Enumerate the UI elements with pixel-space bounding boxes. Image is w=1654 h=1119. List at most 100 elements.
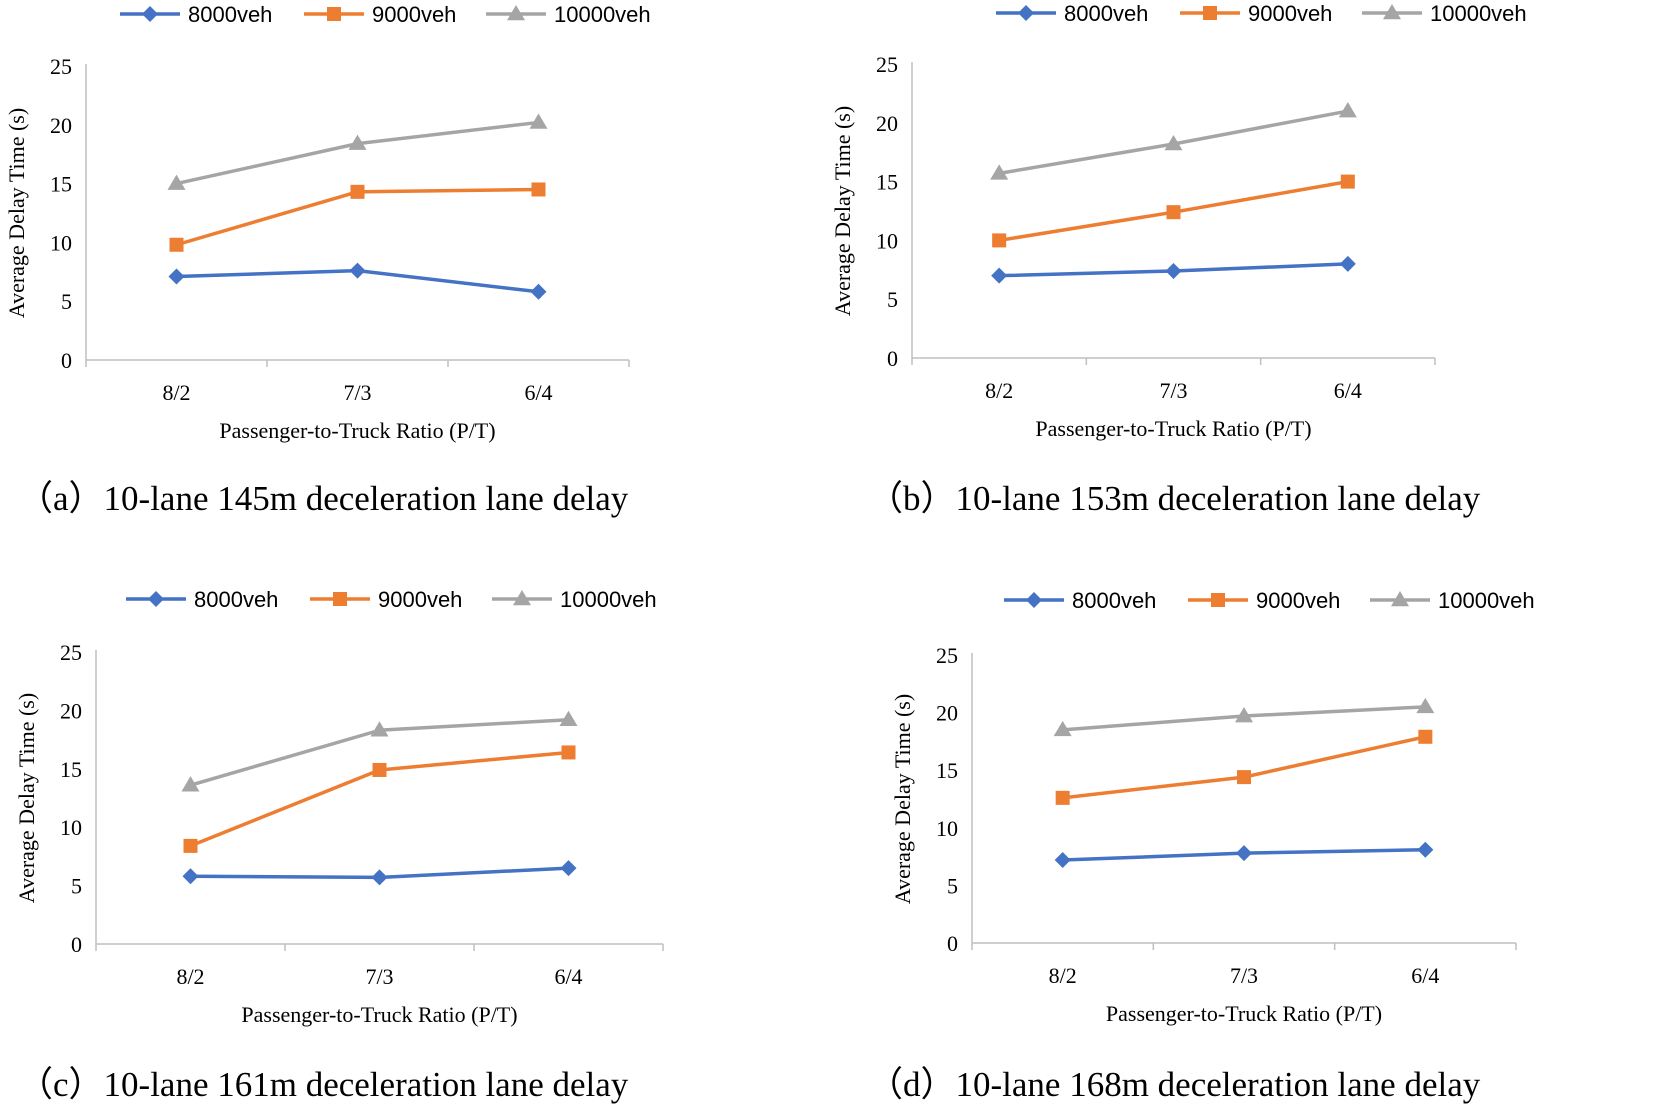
data-point-9000veh (1418, 729, 1433, 744)
y-tick-label: 5 (71, 874, 82, 899)
legend-label: 9000veh (378, 587, 462, 612)
legend-label: 8000veh (1064, 1, 1148, 26)
x-axis-title: Passenger-to-Truck Ratio (P/T) (1106, 1001, 1382, 1026)
legend-label: 9000veh (1256, 588, 1340, 613)
y-axis-title: Average Delay Time (s) (890, 694, 915, 904)
legend-label: 10000veh (554, 2, 651, 27)
y-tick-label: 25 (60, 640, 82, 665)
data-point-8000veh (1165, 262, 1182, 279)
data-point-10000veh (167, 174, 186, 190)
legend-label: 8000veh (1072, 588, 1156, 613)
y-tick-label: 20 (936, 701, 958, 726)
series-line-10000veh (176, 120, 539, 186)
x-tick-label: 7/3 (1230, 963, 1258, 988)
data-point-10000veh (1416, 697, 1435, 714)
data-point-9000veh (169, 237, 184, 252)
x-tick-label: 8/2 (1049, 963, 1077, 988)
data-point-10000veh (1053, 720, 1072, 737)
data-point-8000veh (560, 860, 577, 877)
legend-marker-9000veh (1203, 6, 1217, 20)
y-tick-label: 15 (936, 758, 958, 783)
y-tick-label: 10 (876, 228, 898, 253)
x-axis-title: Passenger-to-Truck Ratio (P/T) (219, 418, 495, 443)
legend-label: 10000veh (1430, 1, 1527, 26)
legend-label: 8000veh (188, 2, 272, 27)
data-point-10000veh (559, 710, 578, 727)
y-tick-label: 15 (876, 170, 898, 195)
legend-label: 9000veh (372, 2, 456, 27)
chart-c: 8000veh 9000veh 10000veh 0 5 10 15 20 25 8/2 7/3 6/… (14, 587, 664, 1104)
legend-label: 8000veh (194, 587, 278, 612)
y-tick-label: 5 (887, 287, 898, 312)
x-tick-label: 6/4 (554, 964, 582, 989)
y-tick-label: 25 (50, 54, 72, 79)
legend-marker-10000veh (507, 5, 525, 21)
data-point-8000veh (349, 262, 366, 279)
y-tick-label: 20 (60, 698, 82, 723)
figure-caption: （c）10-lane 161m deceleration lane delay (18, 1065, 629, 1104)
data-point-9000veh (531, 182, 546, 197)
data-point-8000veh (371, 869, 388, 886)
legend-marker-10000veh (1391, 591, 1409, 607)
data-point-10000veh (1338, 102, 1357, 118)
chart-d: 8000veh 9000veh 10000veh 0 5 10 15 20 25 8/2 7/3 6/… (868, 588, 1535, 1104)
data-point-8000veh (991, 267, 1008, 284)
data-point-10000veh (1235, 707, 1253, 723)
y-tick-label: 20 (50, 113, 72, 138)
data-point-9000veh (561, 745, 576, 760)
legend-marker-8000veh (142, 6, 158, 22)
data-point-9000veh (1340, 174, 1355, 189)
legend-marker-9000veh (327, 7, 341, 21)
y-tick-label: 25 (936, 643, 958, 668)
data-point-10000veh (348, 134, 367, 150)
data-point-8000veh (1339, 255, 1356, 272)
data-point-10000veh (529, 113, 548, 129)
series-line-9000veh (1062, 735, 1426, 800)
x-tick-label: 7/3 (365, 964, 393, 989)
x-axis-title: Passenger-to-Truck Ratio (P/T) (1035, 416, 1311, 441)
legend-marker-10000veh (513, 590, 531, 606)
data-point-8000veh (1236, 845, 1252, 862)
data-point-9000veh (1166, 205, 1181, 220)
legend-label: 10000veh (1438, 588, 1535, 613)
legend-marker-9000veh (1211, 593, 1225, 607)
legend-marker-8000veh (1018, 5, 1034, 21)
figure-caption: （a）10-lane 145m deceleration lane delay (18, 479, 629, 518)
data-point-10000veh (1164, 134, 1183, 151)
legend-label: 10000veh (560, 587, 657, 612)
data-point-10000veh (990, 164, 1009, 180)
legend-marker-10000veh (1383, 4, 1401, 20)
y-tick-label: 5 (947, 873, 958, 898)
y-tick-label: 25 (876, 52, 898, 77)
data-point-8000veh (1054, 852, 1071, 869)
y-tick-label: 10 (936, 816, 958, 841)
chart-b: 8000veh 9000veh 10000veh 0 5 10 15 20 25 8/2 7/3 6/… (830, 1, 1527, 518)
y-tick-label: 15 (50, 172, 72, 197)
figure-caption: （b）10-lane 153m deceleration lane delay (868, 479, 1481, 518)
x-tick-label: 6/4 (524, 380, 552, 405)
legend-marker-9000veh (333, 592, 347, 606)
data-point-9000veh (350, 184, 365, 199)
data-point-8000veh (1417, 841, 1434, 858)
y-tick-label: 10 (50, 230, 72, 255)
data-point-10000veh (370, 721, 389, 737)
data-point-9000veh (1237, 770, 1251, 785)
legend-label: 9000veh (1248, 1, 1332, 26)
data-point-8000veh (182, 868, 199, 885)
x-tick-label: 6/4 (1334, 378, 1362, 403)
x-tick-label: 8/2 (985, 378, 1013, 403)
y-tick-label: 0 (61, 348, 72, 373)
x-tick-label: 7/3 (343, 380, 371, 405)
x-tick-label: 7/3 (1159, 378, 1187, 403)
x-axis-title: Passenger-to-Truck Ratio (P/T) (241, 1002, 517, 1027)
data-point-9000veh (992, 233, 1007, 248)
y-axis-title: Average Delay Time (s) (4, 108, 29, 318)
y-axis-title: Average Delay Time (s) (830, 106, 855, 316)
figure-caption: （d）10-lane 168m deceleration lane delay (868, 1065, 1481, 1104)
data-point-9000veh (1055, 790, 1070, 805)
y-tick-label: 0 (71, 932, 82, 957)
data-point-8000veh (168, 268, 185, 285)
legend-marker-8000veh (1026, 592, 1042, 608)
chart-a: 8000veh 9000veh 10000veh 0 5 10 15 20 25 8/2 7/3 6/… (4, 2, 651, 518)
